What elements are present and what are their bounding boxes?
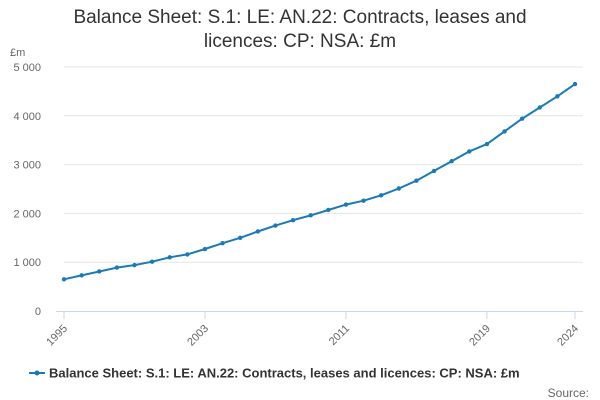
y-tick-label: 5 000 [13,62,41,74]
data-point[interactable] [290,218,296,223]
x-axis: 1995 2003 2011 2019 2024 [44,311,583,348]
data-point[interactable] [378,193,384,198]
data-point[interactable] [484,141,490,147]
source-label: Source: [548,386,589,400]
chart-title-line-1: Balance Sheet: S.1: LE: AN.22: Contracts… [73,7,527,28]
y-tick-label: 2 000 [13,208,41,220]
series-layer [61,81,578,282]
data-point[interactable] [537,105,542,110]
data-point[interactable] [202,246,208,252]
chart-title: Balance Sheet: S.1: LE: AN.22: Contracts… [0,6,600,54]
data-point[interactable] [185,252,190,257]
data-point[interactable] [308,213,313,218]
data-point[interactable] [467,149,472,154]
chart-title-line-2: licences: CP: NSA: £m [203,31,397,52]
data-point[interactable] [79,273,84,278]
data-point[interactable] [273,223,278,228]
data-point[interactable] [449,158,454,164]
data-point[interactable] [343,202,349,207]
series-line [63,83,576,281]
legend[interactable]: Balance Sheet: S.1: LE: AN.22: Contracts… [29,366,520,381]
data-point[interactable] [431,168,437,174]
grid-lines [64,66,583,263]
x-tick-label: 2003 [185,323,211,349]
x-tick-label: 2019 [467,323,493,349]
x-tick-label: 1995 [44,323,70,349]
data-point[interactable] [167,255,172,260]
data-point[interactable] [238,235,243,240]
data-point[interactable] [255,229,261,234]
data-point[interactable] [114,265,120,270]
data-point[interactable] [326,207,331,213]
y-axis-label: £m [10,47,25,59]
data-point[interactable] [361,198,366,203]
data-point[interactable] [414,178,419,183]
data-point[interactable] [220,240,225,246]
data-point[interactable] [132,262,137,268]
data-point[interactable] [555,94,560,99]
data-point[interactable] [97,269,102,274]
y-tick-label: 1 000 [13,257,41,269]
legend-item-label[interactable]: Balance Sheet: S.1: LE: AN.22: Contracts… [49,366,520,381]
data-point[interactable] [396,186,401,191]
legend-swatch-marker [34,370,40,376]
y-tick-label: 0 [35,306,41,318]
data-point[interactable] [149,259,155,264]
y-axis: 0 1 000 2 000 3 000 4 000 5 000 [13,62,41,318]
y-tick-label: 3 000 [13,160,41,172]
y-tick-label: 4 000 [13,111,41,123]
data-point[interactable] [519,116,525,121]
data-point[interactable] [572,81,578,87]
data-point[interactable] [61,277,67,282]
x-tick-label: 2024 [555,323,581,349]
data-point[interactable] [502,129,507,134]
x-tick-label: 2011 [327,323,352,348]
